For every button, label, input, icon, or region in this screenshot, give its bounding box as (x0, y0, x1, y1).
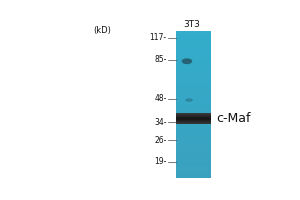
Text: 3T3: 3T3 (184, 20, 201, 29)
Text: 26-: 26- (154, 136, 167, 145)
Text: 34-: 34- (154, 118, 167, 127)
Text: 48-: 48- (154, 94, 167, 103)
Text: (kD): (kD) (94, 26, 112, 35)
Ellipse shape (185, 98, 193, 102)
Ellipse shape (182, 58, 192, 64)
Text: c-Maf: c-Maf (217, 112, 251, 125)
Text: 19-: 19- (154, 157, 167, 166)
Text: 117-: 117- (149, 33, 167, 42)
Text: 85-: 85- (154, 55, 167, 64)
